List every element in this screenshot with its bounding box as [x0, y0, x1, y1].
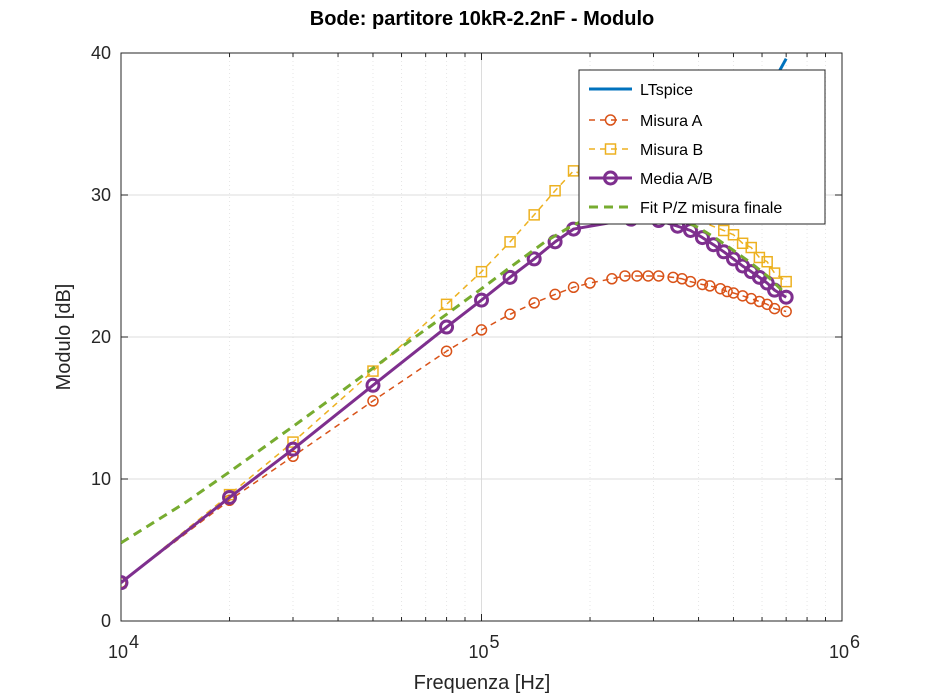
point-media-ab [716, 244, 732, 260]
point-media-ab [365, 377, 381, 393]
point-misura-a [696, 278, 709, 291]
y-tick-label: 10 [91, 469, 111, 489]
legend-label-ltspice: LTspice [640, 82, 693, 99]
point-media-ab [778, 289, 794, 305]
point-misura-a [606, 273, 618, 285]
series-line-misura-b [121, 170, 787, 584]
x-tick-label: 10 6 [829, 632, 860, 662]
y-tick-label: 20 [91, 327, 111, 347]
point-media-ab [439, 319, 455, 335]
point-misura-a [721, 285, 733, 298]
point-misura-a [631, 270, 643, 282]
point-misura-a [475, 324, 488, 336]
y-tick-labels: 0 10 20 30 40 [91, 43, 111, 631]
point-media-ab [526, 251, 542, 267]
legend-label-media: Media A/B [640, 171, 713, 188]
x-tick-label: 10 5 [468, 632, 499, 662]
point-misura-a [367, 395, 379, 407]
point-misura-b [287, 436, 299, 448]
legend-box [578, 69, 826, 225]
x-tick-label: 10 4 [108, 632, 139, 662]
chart-title: Bode: partitore 10kR-2.2nF - Modulo [310, 8, 654, 30]
legend-label-misura-a: Misura A [640, 113, 703, 130]
point-misura-a [584, 277, 596, 289]
y-tick-label: 40 [91, 43, 111, 63]
x-tick-label-exponent: 4 [129, 632, 139, 652]
point-media-ab [502, 269, 518, 285]
point-misura-a [684, 275, 697, 288]
point-misura-a [667, 271, 679, 284]
legend: LTspice Misura A Misura B Media A/B Fit … [578, 69, 826, 225]
point-misura-a [619, 270, 631, 282]
point-misura-a [780, 305, 792, 318]
point-misura-b [504, 236, 516, 248]
point-misura-a [528, 297, 540, 309]
point-misura-a [549, 288, 561, 301]
point-misura-a [440, 345, 453, 357]
series-line-media-ab [121, 217, 787, 584]
series-media-ab [121, 211, 794, 591]
series-line-misura-a [121, 275, 787, 584]
x-tick-labels: 10 4 10 5 10 6 [108, 632, 860, 662]
point-misura-b [780, 275, 792, 288]
x-tick-label-exponent: 5 [490, 632, 500, 652]
point-media-ab [725, 251, 741, 267]
point-misura-a [567, 281, 580, 294]
legend-label-misura-b: Misura B [640, 142, 703, 159]
point-media-ab [285, 441, 301, 457]
x-tick-label-base: 10 [108, 642, 128, 662]
series-fit-pz [121, 206, 788, 545]
point-media-ab [121, 575, 129, 591]
point-misura-a [753, 295, 766, 308]
point-misura-b [475, 265, 488, 278]
point-misura-b [528, 209, 540, 221]
legend-samples [589, 87, 632, 209]
point-misura-b [727, 229, 740, 241]
legend-marker-misura-b [604, 143, 617, 155]
point-misura-a [704, 280, 716, 292]
y-tick-label: 0 [101, 611, 111, 631]
series-line-fit-pz [121, 206, 788, 545]
point-misura-b [745, 241, 757, 254]
y-tick-label: 30 [91, 185, 111, 205]
point-media-ab [474, 292, 489, 308]
point-misura-a [287, 450, 299, 463]
x-axis-label: Frequenza [Hz] [414, 672, 551, 694]
point-misura-b [440, 298, 453, 311]
x-tick-label-base: 10 [468, 642, 488, 662]
legend-marker-misura-a [604, 114, 617, 126]
legend-label-fit: Fit P/Z misura finale [640, 200, 782, 217]
series-misura-a [121, 270, 792, 589]
x-tick-label-base: 10 [829, 642, 849, 662]
point-misura-a [652, 270, 665, 282]
point-media-ab [705, 237, 721, 253]
point-misura-a [504, 308, 516, 321]
axis-ticks [120, 52, 843, 622]
x-tick-label-exponent: 6 [850, 632, 860, 652]
point-misura-b [549, 184, 561, 197]
legend-marker-media-ab [603, 170, 618, 186]
point-misura-b [768, 267, 781, 279]
y-axis-label: Modulo [dB] [53, 284, 75, 391]
point-misura-a [768, 302, 781, 315]
point-misura-b [761, 255, 773, 268]
point-misura-a [714, 282, 727, 295]
point-media-ab [222, 489, 238, 505]
